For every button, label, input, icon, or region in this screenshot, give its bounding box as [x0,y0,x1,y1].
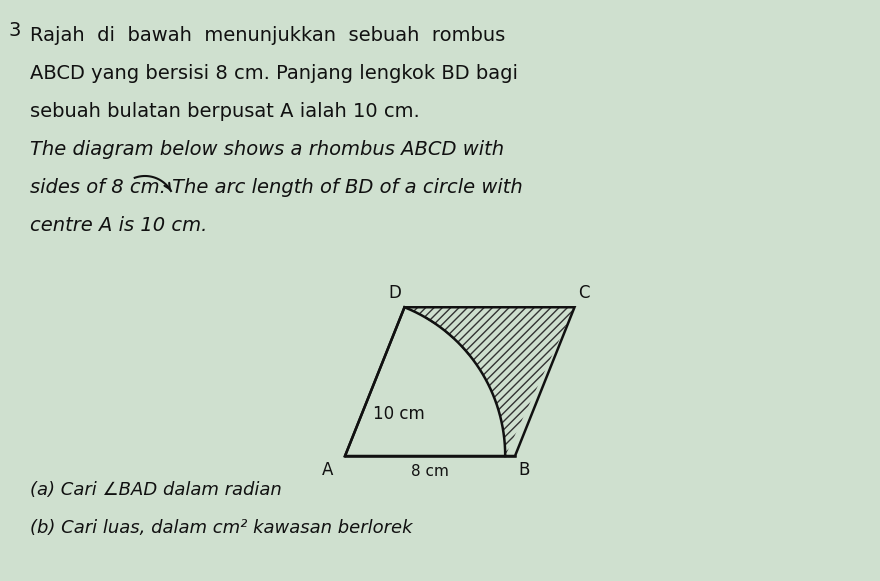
Text: 10 cm: 10 cm [373,406,425,424]
Text: Rajah  di  bawah  menunjukkan  sebuah  rombus: Rajah di bawah menunjukkan sebuah rombus [30,26,505,45]
Text: A: A [321,461,333,479]
Text: ABCD yang bersisi 8 cm. Panjang lengkok BD bagi: ABCD yang bersisi 8 cm. Panjang lengkok … [30,64,518,83]
Text: sebuah bulatan berpusat A ialah 10 cm.: sebuah bulatan berpusat A ialah 10 cm. [30,102,420,121]
Text: B: B [518,461,530,479]
Text: (b) Cari luas, dalam cm² kawasan berlorek: (b) Cari luas, dalam cm² kawasan berlore… [30,519,413,537]
Text: C: C [578,284,590,302]
Text: The diagram below shows a rhombus ABCD with: The diagram below shows a rhombus ABCD w… [30,140,504,159]
Text: 3: 3 [8,21,20,40]
Text: (a) Cari ∠BAD dalam radian: (a) Cari ∠BAD dalam radian [30,481,282,499]
Text: centre A is 10 cm.: centre A is 10 cm. [30,216,208,235]
Text: sides of 8 cm. The arc length of BD of a circle with: sides of 8 cm. The arc length of BD of a… [30,178,523,197]
Text: D: D [388,284,401,302]
Text: 8 cm: 8 cm [411,464,449,479]
